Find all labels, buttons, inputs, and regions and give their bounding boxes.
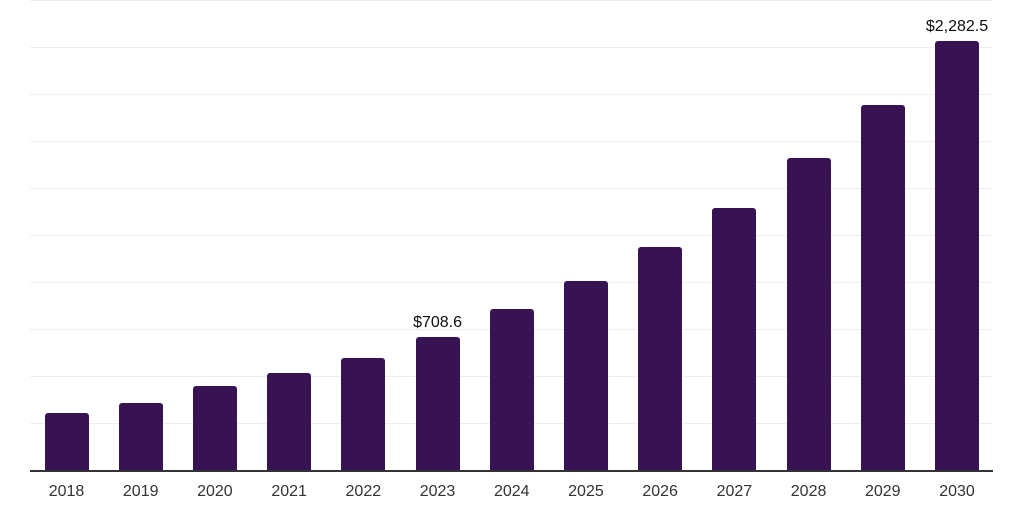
x-tick-2027: 2027 [716, 483, 753, 500]
bar-2024 [489, 309, 534, 470]
x-tick-2030: 2030 [939, 483, 975, 500]
data-label-2023: $708.6 [413, 314, 462, 331]
bar-2023 [415, 337, 460, 470]
x-tick-2019: 2019 [122, 483, 159, 500]
bar-2026 [638, 247, 683, 470]
gridline-2000 [30, 94, 993, 95]
bar-2030 [935, 41, 979, 470]
x-tick-2021: 2021 [271, 483, 307, 500]
x-tick-2025: 2025 [568, 483, 604, 500]
gridline-2250 [30, 47, 993, 48]
bar-2018 [44, 413, 89, 470]
x-tick-2026: 2026 [642, 483, 678, 500]
x-tick-2028: 2028 [790, 483, 827, 500]
data-label-2030: $2,282.5 [925, 18, 989, 35]
bar-2028 [786, 158, 831, 470]
bar-2025 [563, 281, 608, 470]
bar-2020 [192, 386, 237, 470]
bar-2029 [860, 105, 905, 470]
plot-area: $708.6 $2,282.5 [30, 0, 993, 472]
x-tick-2018: 2018 [48, 483, 85, 500]
bar-2019 [118, 403, 163, 470]
x-tick-2024: 2024 [493, 483, 530, 500]
bar-2027 [712, 208, 757, 470]
bar-2021 [267, 373, 312, 470]
x-tick-2023: 2023 [419, 483, 456, 500]
x-tick-2022: 2022 [345, 483, 382, 500]
gridline-1250 [30, 235, 993, 236]
x-tick-2020: 2020 [197, 483, 233, 500]
bar-2022 [341, 358, 386, 470]
gridline-2500 [30, 0, 993, 1]
gridline-1500 [30, 188, 993, 189]
gridline-1750 [30, 141, 993, 142]
x-axis-labels: 2018 2019 2020 2021 2022 2023 2024 2025 2026 2027… [0, 482, 1024, 504]
x-tick-2029: 2029 [864, 483, 901, 500]
gridline-1000 [30, 282, 993, 283]
